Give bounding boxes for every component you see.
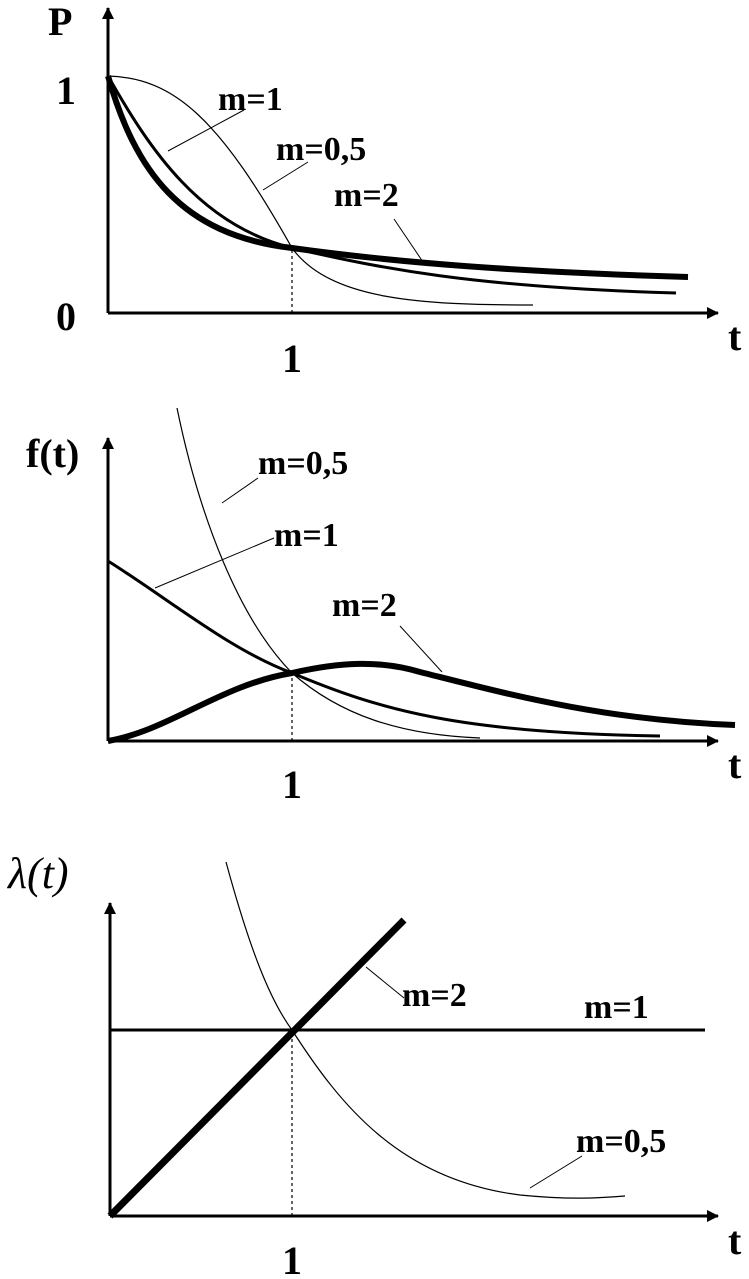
curve-m2 [107, 75, 534, 306]
x-axis-label: t [728, 742, 742, 787]
legend-label-m05: m=0,5 [258, 445, 348, 482]
chart-probability: P 1 0 1 t m=1 m=0,5 m=2 [48, 0, 742, 381]
legend-label-m05: m=0,5 [576, 1123, 666, 1160]
curve-m05 [225, 861, 626, 1199]
y-tick-label: 1 [56, 68, 76, 113]
curve-m2 [107, 660, 736, 744]
leader-m05 [221, 477, 259, 504]
curve-m1 [107, 559, 661, 738]
y-tick-label: 0 [56, 294, 76, 339]
curve-m05 [176, 407, 481, 739]
leader-m2 [365, 966, 405, 999]
legend-label-m2: m=2 [402, 977, 467, 1014]
x-tick-label: 1 [282, 762, 302, 807]
legend-label-m1: m=1 [584, 989, 649, 1026]
leader-m2 [399, 625, 443, 673]
leader-m1 [154, 537, 275, 589]
legend-label-m2: m=2 [334, 177, 399, 214]
y-axis-label: λ(t) [6, 849, 69, 898]
legend-label-m1: m=1 [274, 517, 339, 554]
x-tick-label: 1 [282, 336, 302, 381]
leader-m2 [393, 218, 424, 263]
legend-label-m05: m=0,5 [276, 131, 366, 168]
chart-hazard: λ(t) 1 t m=2 m=1 m=0,5 [6, 849, 742, 1279]
x-axis-label: t [728, 314, 742, 359]
curve-m2 [107, 917, 407, 1219]
leader-m05 [262, 161, 309, 191]
leader-m1 [167, 109, 245, 152]
y-axis-label: P [48, 0, 72, 44]
leader-m05 [529, 1155, 583, 1189]
legend-label-m1: m=1 [218, 81, 283, 118]
x-axis-label: t [728, 1218, 742, 1263]
y-axis-label: f(t) [26, 431, 79, 476]
chart-density: f(t) 1 t m=0,5 m=1 m=2 [26, 407, 742, 807]
x-tick-label: 1 [282, 1238, 302, 1279]
legend-label-m2: m=2 [332, 587, 397, 624]
